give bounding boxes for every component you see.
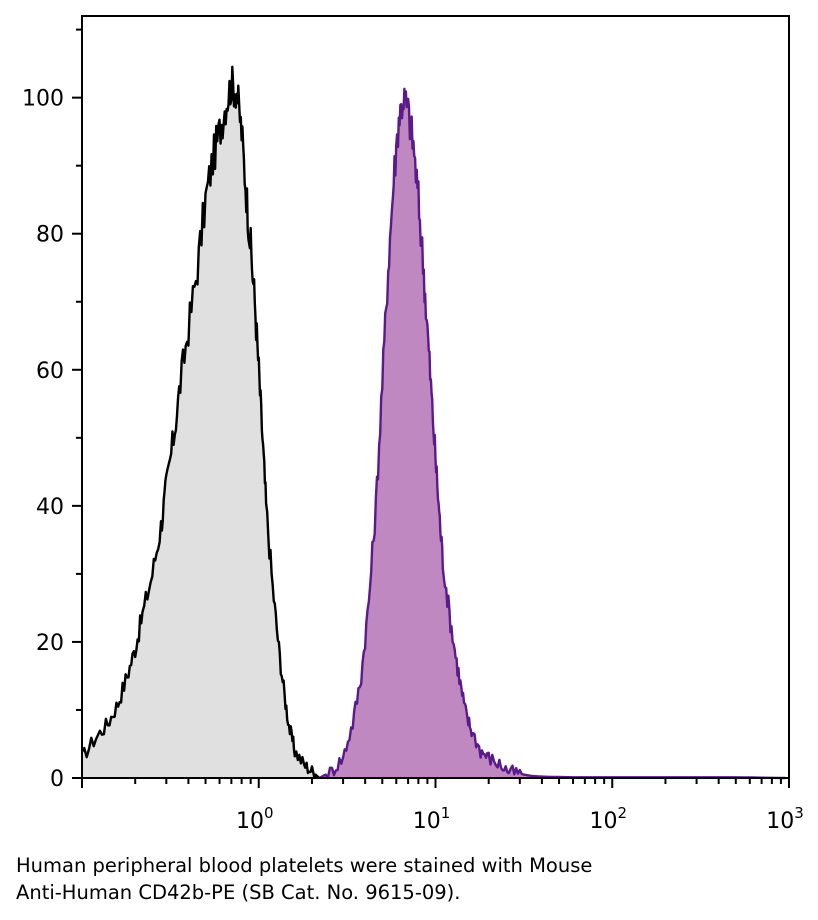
caption-line-2: Anti-Human CD42b-PE (SB Cat. No. 9615-09…	[16, 881, 461, 904]
y-tick-label: 80	[36, 223, 64, 248]
y-tick-label: 60	[36, 359, 64, 384]
series-1-line	[80, 65, 321, 780]
x-tick-label: 101	[413, 804, 451, 834]
y-tick-label: 100	[22, 87, 64, 112]
x-axis: 100 101 102 103	[81, 778, 804, 834]
y-axis: 0 20 40 60 80 100	[22, 28, 82, 792]
series-2-area	[319, 88, 786, 779]
series-layer	[80, 65, 786, 780]
y-tick-label: 0	[50, 767, 64, 792]
figure-caption: Human peripheral blood platelets were st…	[16, 852, 806, 906]
histogram-chart: 0 20 40 60 80 100 100 101 102 103	[22, 15, 804, 834]
series-1-area	[82, 66, 320, 779]
histogram-svg: 0 20 40 60 80 100 100 101 102 103	[22, 15, 804, 834]
x-tick-label: 102	[589, 804, 627, 834]
y-tick-label: 40	[36, 495, 64, 520]
y-tick-label: 20	[36, 631, 64, 656]
x-tick-label: 103	[766, 804, 804, 834]
caption-line-1: Human peripheral blood platelets were st…	[16, 854, 593, 877]
series-2-line	[318, 87, 786, 780]
x-tick-label: 100	[236, 804, 274, 834]
